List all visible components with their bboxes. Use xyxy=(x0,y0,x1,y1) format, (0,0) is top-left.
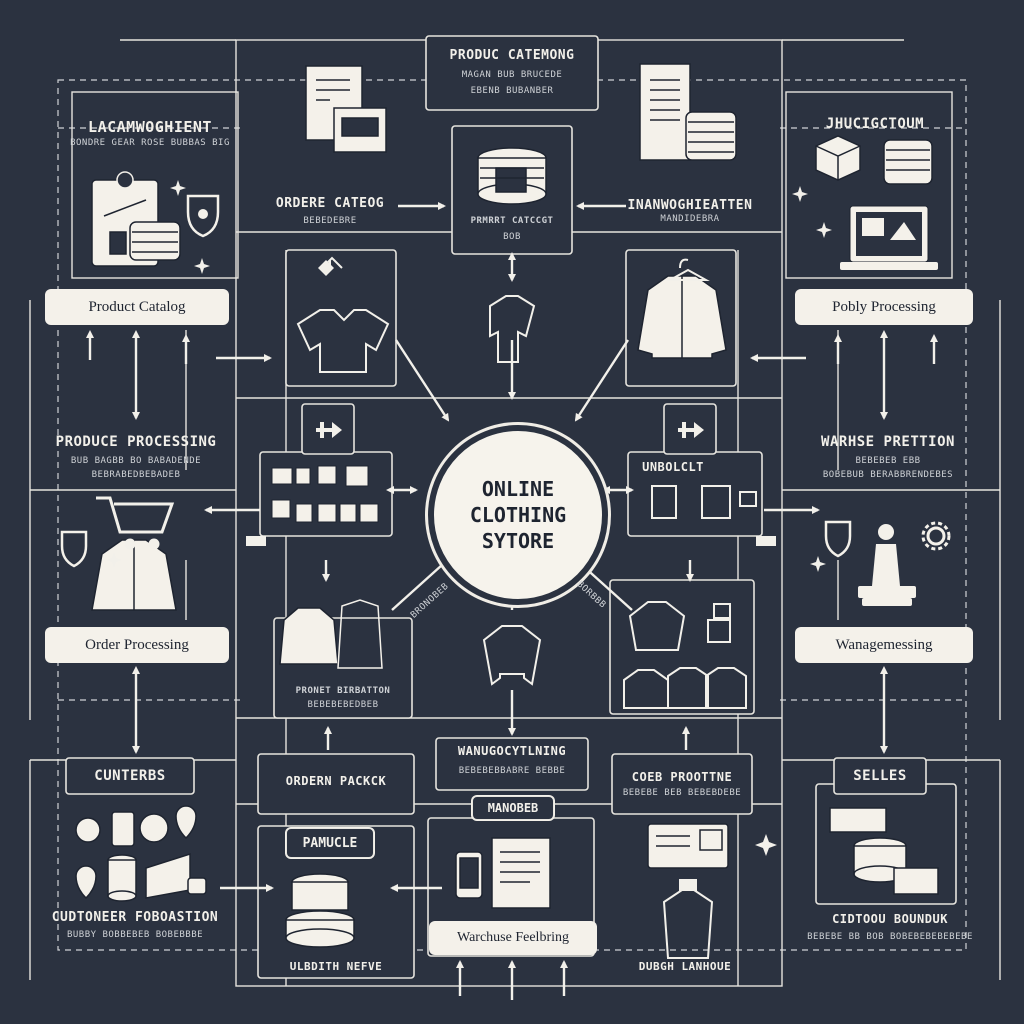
product-catalog-title: PRODUC CATEMONG xyxy=(449,48,575,63)
plus-arrow-icon xyxy=(246,422,776,546)
hub-line-2: CLOTHING xyxy=(469,503,567,527)
warehouse-prediction-sub-1: BEBEBEB EBB xyxy=(855,456,921,466)
jacket-icon xyxy=(662,879,714,959)
code-profile-title: COEB PROOTTNE xyxy=(631,770,733,784)
warehouse-feeding-pill[interactable]: Warchuse Feelbring xyxy=(430,922,596,954)
id-card-icon xyxy=(647,823,729,869)
hub-line-1: ONLINE xyxy=(481,477,555,501)
jacket-icon xyxy=(623,601,747,709)
coin-stack-icon xyxy=(685,111,737,161)
order-pack-title: ORDERN PACKCK xyxy=(285,774,387,788)
phone-icon xyxy=(455,837,551,909)
management-title: LACAMWOGHIENT xyxy=(88,118,212,136)
custom-bounduk-sub: BEBEBE BB BOB BOBEBEBEBEBEBE xyxy=(807,932,973,942)
sparkle-icon xyxy=(106,180,832,856)
product-catalog-pill[interactable]: Product Catalog xyxy=(46,290,228,324)
person-icon xyxy=(858,524,916,606)
produce-processing-sub-2: BEBRABEDBEBADEB xyxy=(91,470,181,480)
pamucle-button[interactable]: PAMUCLE xyxy=(286,828,374,858)
center-card-sub: BOB xyxy=(503,232,521,242)
inventory-sub: MANDIDEBRA xyxy=(660,214,720,224)
customers-title: CUNTERBS xyxy=(94,768,166,784)
code-profile-sub: BEBEBE BEB BEBEBDEBE xyxy=(622,788,742,798)
customer-foundation-sub: BUBBY BOBBEBEB BOBEBBBE xyxy=(66,930,204,940)
coin-stack-icon xyxy=(883,139,933,185)
online-clothing-store-hub[interactable]: ONLINE CLOTHING SYTORE xyxy=(428,425,608,605)
document-icon xyxy=(639,63,691,161)
manager-button[interactable]: MANOBEB xyxy=(472,796,554,820)
processing-pill-right[interactable]: Pobly Processing xyxy=(796,290,972,324)
warehouse-center-sub: BEBEBEBBABRE BEBBE xyxy=(458,766,566,776)
boxes-icon xyxy=(829,807,939,895)
shirt-icon xyxy=(296,295,542,686)
hub-line-3: SYTORE xyxy=(481,529,555,553)
shopping-bag-icon xyxy=(651,485,757,643)
management-sub: BONDRE GEAR ROSE BUBBAS BIG xyxy=(70,138,230,148)
product-catalog-sub-1: MAGAN BUB BRUCEDE xyxy=(461,70,563,80)
product-distribution-sub: BEBEBEBEDBEB xyxy=(307,700,379,710)
center-card-title: PRMRRT CATCCGT xyxy=(470,216,554,226)
shield-icon xyxy=(60,520,852,568)
product-grid-icon xyxy=(271,465,379,523)
order-processing-pill[interactable]: Order Processing xyxy=(46,628,228,662)
fabric-roll-icon xyxy=(477,147,547,205)
boxes-icon xyxy=(815,135,861,181)
orders-catalog-sub: BEBEDEBRE xyxy=(303,216,357,226)
shield-icon xyxy=(186,194,220,238)
coin-stack-icon xyxy=(129,221,181,261)
customer-foundation-title: CUDTONEER FOBOASTION xyxy=(51,910,219,925)
bottom-right-label: DUBGH LANHOUE xyxy=(638,960,732,973)
cart-icon xyxy=(96,496,175,550)
produce-processing-title: PRODUCE PROCESSING xyxy=(55,434,217,450)
selles-title: SELLES xyxy=(853,768,907,784)
coin-stack-icon xyxy=(285,873,355,948)
inventory-corner-title: JHUCIGCTOUM xyxy=(825,116,925,132)
unproduct-title: UNBOLCLT xyxy=(642,460,704,474)
custom-bounduk-title: CIDTOOU BOUNDUK xyxy=(832,912,948,926)
bottom-left-label: ULBDITH NEFVE xyxy=(289,960,383,973)
product-catalog-sub-2: EBENB BUBANBER xyxy=(470,86,554,96)
warehouse-prediction-title: WARHSE PRETTION xyxy=(821,434,955,450)
diamond-icon xyxy=(318,260,334,276)
warehouse-prediction-sub-2: BOBEBUB BERABBRENDEBES xyxy=(822,470,954,480)
produce-processing-sub-1: BUB BAGBB BO BABADENDE xyxy=(70,456,202,466)
product-distribution-title: PRONET BIRBATTON xyxy=(295,686,391,696)
laptop-icon xyxy=(840,205,938,270)
inventory-title: INANWOGHIEATTEN xyxy=(627,198,753,213)
orders-catalog-title: ORDERE CATEOG xyxy=(275,196,385,211)
jacket-icon xyxy=(91,275,727,669)
gear-icon xyxy=(921,521,951,551)
location-pin-icon xyxy=(75,805,207,902)
management-processing-pill[interactable]: Wanagemessing xyxy=(796,628,972,662)
document-icon xyxy=(305,65,387,153)
flow-arrows xyxy=(86,202,938,1000)
warehouse-center-title: WANUGOCYTLNING xyxy=(457,744,567,758)
